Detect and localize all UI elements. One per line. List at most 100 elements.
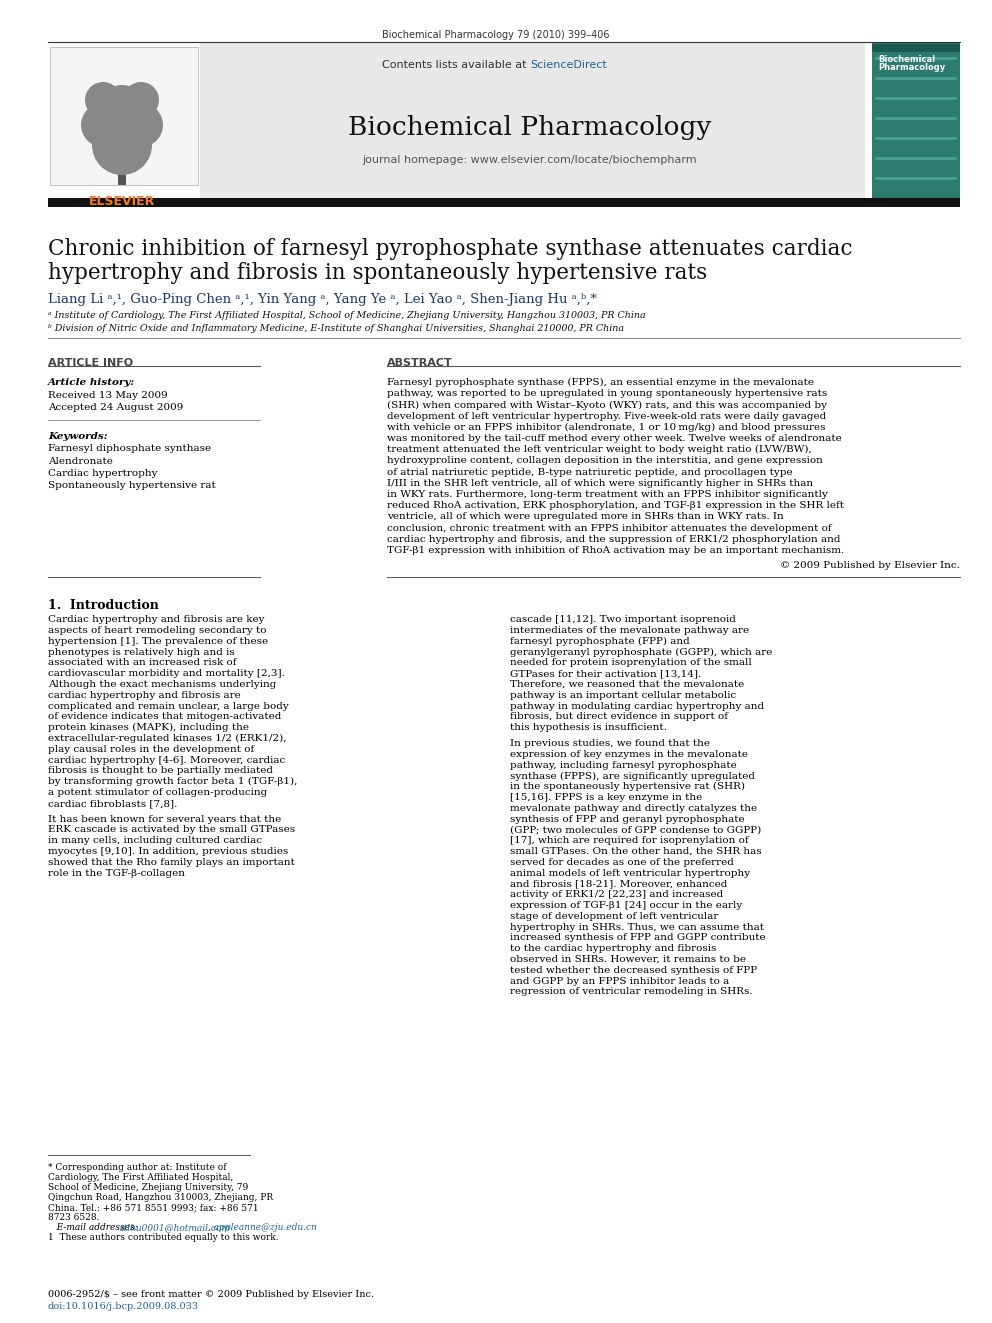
Text: Article history:: Article history: xyxy=(48,378,135,388)
Text: role in the TGF-β-collagen: role in the TGF-β-collagen xyxy=(48,869,185,877)
Text: pathway in modulating cardiac hypertrophy and: pathway in modulating cardiac hypertroph… xyxy=(510,701,764,710)
Text: expression of TGF-β1 [24] occur in the early: expression of TGF-β1 [24] occur in the e… xyxy=(510,901,742,910)
Text: TGF-β1 expression with inhibition of RhoA activation may be an important mechani: TGF-β1 expression with inhibition of Rho… xyxy=(387,546,844,556)
Text: phenotypes is relatively high and is: phenotypes is relatively high and is xyxy=(48,647,235,656)
Text: served for decades as one of the preferred: served for decades as one of the preferr… xyxy=(510,857,734,867)
Text: extracellular-regulated kinases 1/2 (ERK1/2),: extracellular-regulated kinases 1/2 (ERK… xyxy=(48,734,287,744)
Text: Received 13 May 2009: Received 13 May 2009 xyxy=(48,392,168,400)
Text: hydroxyproline content, collagen deposition in the interstitia, and gene express: hydroxyproline content, collagen deposit… xyxy=(387,456,823,466)
Text: intermediates of the mevalonate pathway are: intermediates of the mevalonate pathway … xyxy=(510,626,749,635)
Text: of atrial natriuretic peptide, B-type natriuretic peptide, and procollagen type: of atrial natriuretic peptide, B-type na… xyxy=(387,467,793,476)
Bar xyxy=(50,48,198,185)
Text: small GTPases. On the other hand, the SHR has: small GTPases. On the other hand, the SH… xyxy=(510,847,762,856)
Text: E-mail addresses:: E-mail addresses: xyxy=(48,1222,141,1232)
Bar xyxy=(875,57,957,60)
Text: mevalonate pathway and directly catalyzes the: mevalonate pathway and directly catalyze… xyxy=(510,804,757,812)
Text: Cardiac hypertrophy: Cardiac hypertrophy xyxy=(48,468,158,478)
Text: Biochemical: Biochemical xyxy=(878,56,935,64)
Text: cardiac hypertrophy and fibrosis are: cardiac hypertrophy and fibrosis are xyxy=(48,691,241,700)
Text: Biochemical Pharmacology: Biochemical Pharmacology xyxy=(348,115,711,140)
Text: cascade [11,12]. Two important isoprenoid: cascade [11,12]. Two important isoprenoi… xyxy=(510,615,736,624)
Text: Although the exact mechanisms underlying: Although the exact mechanisms underlying xyxy=(48,680,277,689)
Text: geranylgeranyl pyrophosphate (GGPP), which are: geranylgeranyl pyrophosphate (GGPP), whi… xyxy=(510,647,773,656)
Text: In previous studies, we found that the: In previous studies, we found that the xyxy=(510,740,710,747)
Text: cardiac fibroblasts [7,8].: cardiac fibroblasts [7,8]. xyxy=(48,799,178,808)
Text: Farnesyl pyrophosphate synthase (FPPS), an essential enzyme in the mevalonate: Farnesyl pyrophosphate synthase (FPPS), … xyxy=(387,378,814,388)
Text: GTPases for their activation [13,14].: GTPases for their activation [13,14]. xyxy=(510,669,701,679)
Text: (GPP; two molecules of GPP condense to GGPP): (GPP; two molecules of GPP condense to G… xyxy=(510,826,761,835)
Bar xyxy=(875,138,957,140)
Text: [15,16]. FPPS is a key enzyme in the: [15,16]. FPPS is a key enzyme in the xyxy=(510,792,702,802)
Text: cardiovascular morbidity and mortality [2,3].: cardiovascular morbidity and mortality [… xyxy=(48,669,285,679)
Text: ARTICLE INFO: ARTICLE INFO xyxy=(48,359,133,368)
Text: cardiac hypertrophy [4-6]. Moreover, cardiac: cardiac hypertrophy [4-6]. Moreover, car… xyxy=(48,755,286,765)
Text: 0006-2952/$ – see front matter © 2009 Published by Elsevier Inc.: 0006-2952/$ – see front matter © 2009 Pu… xyxy=(48,1290,374,1299)
Text: expression of key enzymes in the mevalonate: expression of key enzymes in the mevalon… xyxy=(510,750,748,759)
Text: increased synthesis of FPP and GGPP contribute: increased synthesis of FPP and GGPP cont… xyxy=(510,934,766,942)
Text: ᵇ Division of Nitric Oxide and Inflammatory Medicine, E-Institute of Shanghai Un: ᵇ Division of Nitric Oxide and Inflammat… xyxy=(48,324,624,333)
Text: animal models of left ventricular hypertrophy: animal models of left ventricular hypert… xyxy=(510,869,750,877)
Text: showed that the Rho family plays an important: showed that the Rho family plays an impo… xyxy=(48,857,295,867)
Text: * Corresponding author at: Institute of: * Corresponding author at: Institute of xyxy=(48,1163,226,1172)
Text: by transforming growth factor beta 1 (TGF-β1),: by transforming growth factor beta 1 (TG… xyxy=(48,777,298,786)
Text: , appleanne@zju.edu.cn: , appleanne@zju.edu.cn xyxy=(208,1222,316,1232)
Text: a potent stimulator of collagen-producing: a potent stimulator of collagen-producin… xyxy=(48,789,267,796)
Text: Keywords:: Keywords: xyxy=(48,433,107,441)
Text: and fibrosis [18-21]. Moreover, enhanced: and fibrosis [18-21]. Moreover, enhanced xyxy=(510,880,727,889)
Text: associated with an increased risk of: associated with an increased risk of xyxy=(48,659,236,667)
Bar xyxy=(872,42,960,200)
Text: Cardiology, The First Affiliated Hospital,: Cardiology, The First Affiliated Hospita… xyxy=(48,1174,233,1181)
Text: Accepted 24 August 2009: Accepted 24 August 2009 xyxy=(48,404,184,411)
Text: complicated and remain unclear, a large body: complicated and remain unclear, a large … xyxy=(48,701,289,710)
Text: aspects of heart remodeling secondary to: aspects of heart remodeling secondary to xyxy=(48,626,267,635)
Text: reduced RhoA activation, ERK phosphorylation, and TGF-β1 expression in the SHR l: reduced RhoA activation, ERK phosphoryla… xyxy=(387,501,844,511)
Text: journal homepage: www.elsevier.com/locate/biochempharm: journal homepage: www.elsevier.com/locat… xyxy=(363,155,697,165)
Bar xyxy=(48,42,200,200)
Circle shape xyxy=(119,103,163,147)
Text: China. Tel.: +86 571 8551 9993; fax: +86 571: China. Tel.: +86 571 8551 9993; fax: +86… xyxy=(48,1203,259,1212)
Text: Alendronate: Alendronate xyxy=(48,456,113,466)
Text: 8723 6528.: 8723 6528. xyxy=(48,1213,99,1222)
Bar xyxy=(875,77,957,79)
Text: Farnesyl diphosphate synthase: Farnesyl diphosphate synthase xyxy=(48,445,211,452)
Bar xyxy=(875,97,957,101)
Text: ABSTRACT: ABSTRACT xyxy=(387,359,452,368)
Text: ScienceDirect: ScienceDirect xyxy=(530,60,607,70)
Text: fibrosis, but direct evidence in support of: fibrosis, but direct evidence in support… xyxy=(510,712,728,721)
Text: cardiac hypertrophy and fibrosis, and the suppression of ERK1/2 phosphorylation : cardiac hypertrophy and fibrosis, and th… xyxy=(387,534,840,544)
Text: Pharmacology: Pharmacology xyxy=(878,64,945,71)
Text: of evidence indicates that mitogen-activated: of evidence indicates that mitogen-activ… xyxy=(48,712,282,721)
Text: was monitored by the tail-cuff method every other week. Twelve weeks of alendron: was monitored by the tail-cuff method ev… xyxy=(387,434,842,443)
Text: and GGPP by an FPPS inhibitor leads to a: and GGPP by an FPPS inhibitor leads to a xyxy=(510,976,729,986)
Text: Contents lists available at: Contents lists available at xyxy=(382,60,530,70)
Text: observed in SHRs. However, it remains to be: observed in SHRs. However, it remains to… xyxy=(510,955,746,964)
Text: It has been known for several years that the: It has been known for several years that… xyxy=(48,815,282,824)
Bar xyxy=(195,42,865,200)
Text: fibrosis is thought to be partially mediated: fibrosis is thought to be partially medi… xyxy=(48,766,273,775)
Text: Cardiac hypertrophy and fibrosis are key: Cardiac hypertrophy and fibrosis are key xyxy=(48,615,265,624)
Text: in many cells, including cultured cardiac: in many cells, including cultured cardia… xyxy=(48,836,262,845)
Text: this hypothesis is insufficient.: this hypothesis is insufficient. xyxy=(510,724,667,732)
Text: I/III in the SHR left ventricle, all of which were significantly higher in SHRs : I/III in the SHR left ventricle, all of … xyxy=(387,479,813,488)
Text: treatment attenuated the left ventricular weight to body weight ratio (LVW/BW),: treatment attenuated the left ventricula… xyxy=(387,446,811,454)
Text: activity of ERK1/2 [22,23] and increased: activity of ERK1/2 [22,23] and increased xyxy=(510,890,723,900)
Text: synthase (FPPS), are significantly upregulated: synthase (FPPS), are significantly upreg… xyxy=(510,771,755,781)
Text: ventricle, all of which were upregulated more in SHRs than in WKY rats. In: ventricle, all of which were upregulated… xyxy=(387,512,784,521)
Text: pathway is an important cellular metabolic: pathway is an important cellular metabol… xyxy=(510,691,736,700)
Text: Spontaneously hypertensive rat: Spontaneously hypertensive rat xyxy=(48,482,215,491)
Text: 1  These authors contributed equally to this work.: 1 These authors contributed equally to t… xyxy=(48,1233,279,1242)
Text: Liang Li ᵃ,¹, Guo-Ping Chen ᵃ,¹, Yin Yang ᵃ, Yang Ye ᵃ, Lei Yao ᵃ, Shen-Jiang Hu: Liang Li ᵃ,¹, Guo-Ping Chen ᵃ,¹, Yin Yan… xyxy=(48,292,597,306)
Text: hypertrophy and fibrosis in spontaneously hypertensive rats: hypertrophy and fibrosis in spontaneousl… xyxy=(48,262,707,284)
Circle shape xyxy=(92,115,152,175)
Bar xyxy=(875,157,957,160)
Text: © 2009 Published by Elsevier Inc.: © 2009 Published by Elsevier Inc. xyxy=(780,561,960,570)
Text: stage of development of left ventricular: stage of development of left ventricular xyxy=(510,912,718,921)
Text: ELSEVIER: ELSEVIER xyxy=(89,194,155,208)
Bar xyxy=(872,44,960,52)
Text: School of Medicine, Zhejiang University, 79: School of Medicine, Zhejiang University,… xyxy=(48,1183,248,1192)
Text: pathway, including farnesyl pyrophosphate: pathway, including farnesyl pyrophosphat… xyxy=(510,761,737,770)
Circle shape xyxy=(85,82,121,118)
Text: hypertension [1]. The prevalence of these: hypertension [1]. The prevalence of thes… xyxy=(48,636,268,646)
Text: Qingchun Road, Hangzhou 310003, Zhejiang, PR: Qingchun Road, Hangzhou 310003, Zhejiang… xyxy=(48,1193,273,1203)
Bar xyxy=(48,198,960,206)
